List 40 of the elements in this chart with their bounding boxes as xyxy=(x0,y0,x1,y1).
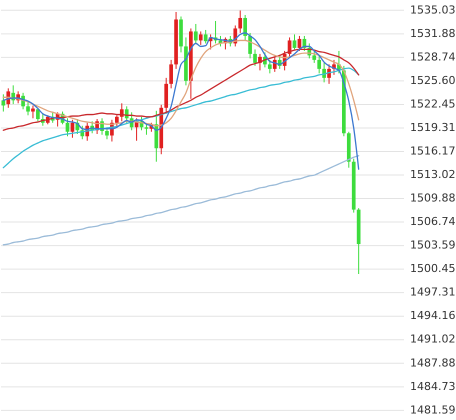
y-tick-label: 1525.60 xyxy=(410,74,456,87)
candlestick xyxy=(144,124,148,136)
y-tick-label: 1506.74 xyxy=(410,215,456,228)
candlestick xyxy=(26,101,30,116)
candlestick xyxy=(292,34,296,50)
y-tick-label: 1531.88 xyxy=(410,26,456,40)
candlestick xyxy=(169,59,173,89)
candlestick xyxy=(70,119,74,138)
candlestick xyxy=(312,48,316,64)
candlestick xyxy=(198,30,203,46)
y-tick-label: 1494.16 xyxy=(410,309,456,322)
candlestick xyxy=(317,54,322,74)
y-tick-label: 1513.02 xyxy=(410,168,456,182)
y-tick-label: 1500.45 xyxy=(410,262,456,276)
y-tick-label: 1491.02 xyxy=(410,332,456,346)
candlestick xyxy=(253,48,257,66)
y-tick-label: 1516.17 xyxy=(410,144,456,158)
candlestick xyxy=(31,105,35,119)
candlestick xyxy=(248,32,252,59)
y-tick-label: 1481.59 xyxy=(410,403,456,416)
candlestick xyxy=(66,118,70,137)
candlestick xyxy=(194,23,198,44)
y-tick-label: 1484.73 xyxy=(410,380,456,393)
y-tick-label: 1497.31 xyxy=(410,286,456,299)
y-tick-label: 1503.59 xyxy=(410,238,456,252)
y-tick-label: 1522.45 xyxy=(410,97,456,110)
y-tick-label: 1487.88 xyxy=(410,356,456,370)
line-series xyxy=(2,155,360,246)
candlestick xyxy=(114,114,119,128)
y-tick-label: 1509.88 xyxy=(410,192,456,205)
candlestick xyxy=(164,77,168,114)
candlestick xyxy=(288,36,292,58)
candlestick xyxy=(298,35,302,52)
y-tick-label: 1528.74 xyxy=(410,50,456,64)
candlestick xyxy=(268,59,272,74)
candlestick xyxy=(327,64,331,84)
candlestick xyxy=(238,10,242,34)
y-tick-label: 1535.03 xyxy=(410,3,456,16)
candlestick xyxy=(204,29,208,44)
y-tick-label: 1519.31 xyxy=(410,120,456,134)
